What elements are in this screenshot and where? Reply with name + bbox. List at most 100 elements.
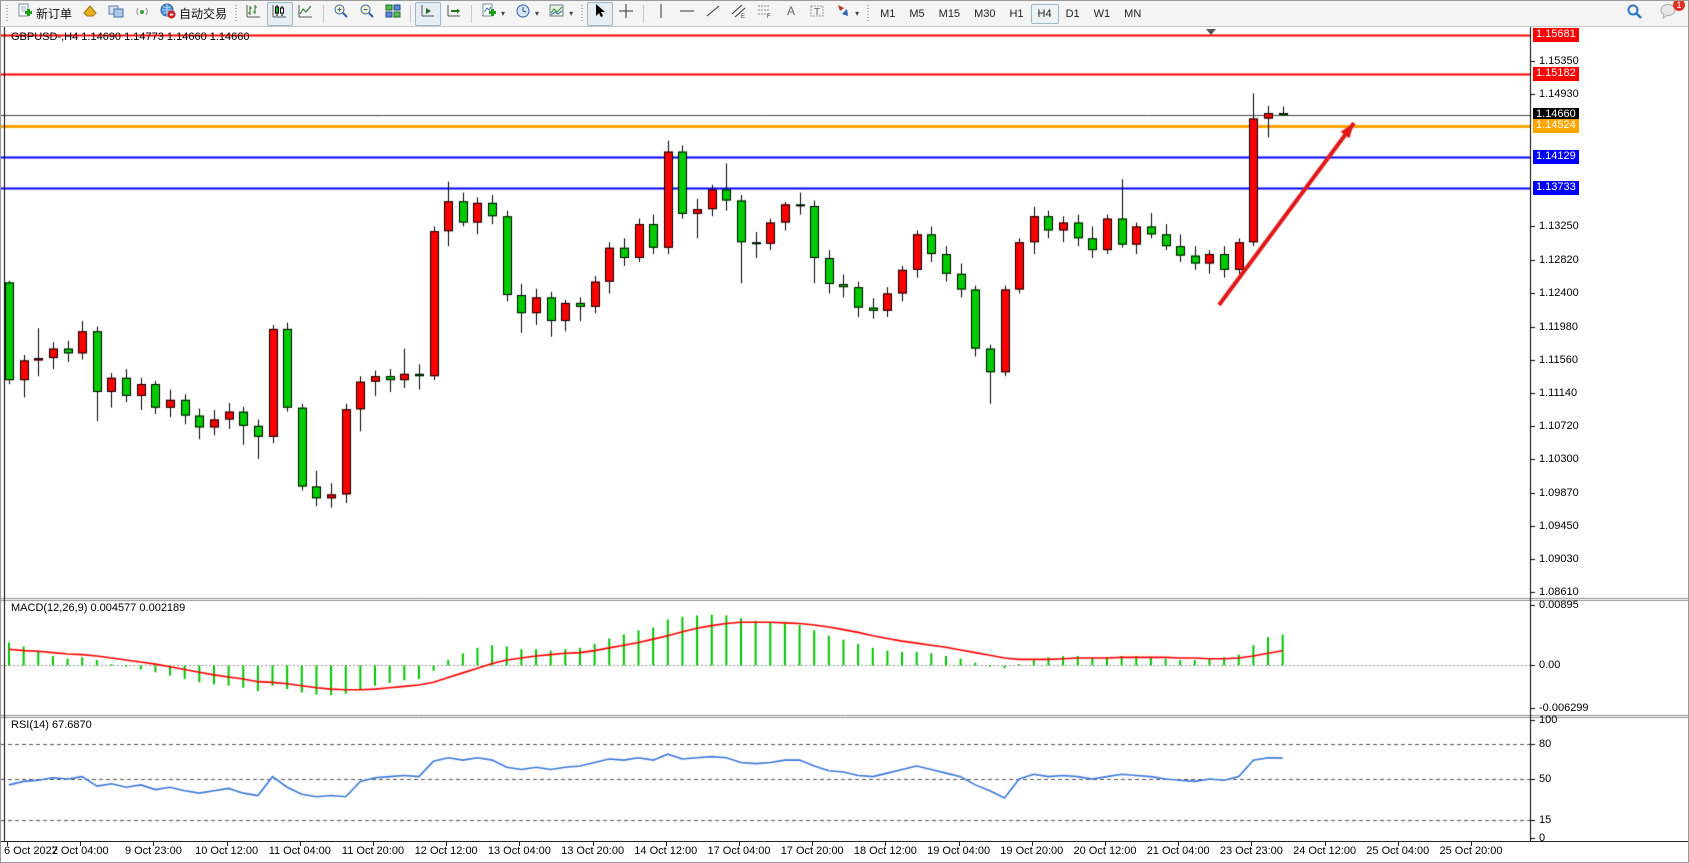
time-label: 17 Oct 20:00	[780, 845, 844, 857]
time-tick	[739, 842, 740, 846]
period-clock-icon	[515, 3, 531, 24]
time-axis[interactable]: 6 Oct 2022 7 Oct 04:00 9 Oct 23:00 10 Oct 1…	[1, 841, 1688, 862]
time-tick	[665, 842, 667, 846]
windows-button[interactable]	[103, 2, 129, 26]
time-label: 17 Oct 04:00	[707, 845, 771, 857]
time-label: 11 Oct 04:00	[268, 845, 331, 857]
time-label: 13 Oct 04:00	[487, 845, 551, 857]
zoom-in-button[interactable]	[328, 2, 354, 26]
notifications-button[interactable]: 1	[1654, 1, 1685, 26]
time-label: 25 Oct 20:00	[1439, 845, 1503, 857]
timeframe-button-D1[interactable]: D1	[1065, 7, 1080, 20]
time-tick	[373, 842, 374, 846]
tile-windows-button[interactable]	[380, 2, 406, 26]
toolbar-grip[interactable]	[866, 4, 872, 23]
time-label: 19 Oct 04:00	[927, 845, 991, 857]
arrows-button[interactable]: ▾	[830, 2, 864, 26]
time-label: 13 Oct 20:00	[561, 845, 625, 857]
time-label: 20 Oct 12:00	[1073, 845, 1137, 857]
new-chart-button[interactable]: ▾	[476, 2, 510, 26]
price-tick-label: 1.10300	[1539, 452, 1579, 465]
svg-text:F: F	[767, 14, 771, 19]
template-button[interactable]: ▾	[544, 2, 578, 26]
rsi-tick-label: 0	[1539, 832, 1546, 844]
chart-bars-icon	[246, 3, 262, 24]
price-tick-label: 1.11560	[1539, 353, 1578, 366]
period-clock-button[interactable]: ▾	[510, 2, 544, 26]
time-tick	[1105, 842, 1106, 846]
shift-chart-icon	[420, 3, 436, 24]
chart-shift-marker[interactable]	[1206, 29, 1216, 35]
crosshair-button[interactable]	[613, 2, 639, 26]
autoscroll-icon	[446, 3, 462, 24]
price-tick-label: 1.15350	[1539, 55, 1579, 67]
time-tick	[7, 842, 8, 846]
timeframe-button-W1[interactable]: W1	[1093, 7, 1111, 20]
text-label-icon: T	[809, 3, 825, 24]
timeframe-button-M1[interactable]: M1	[880, 7, 896, 20]
price-tick-label: 1.09030	[1539, 552, 1579, 565]
new-order-button[interactable]: 新订单	[12, 2, 77, 26]
svg-text:E: E	[741, 14, 745, 19]
autoscroll-button[interactable]	[441, 2, 467, 26]
signal-icon	[134, 3, 150, 24]
search-button[interactable]	[1621, 2, 1648, 26]
toolbar-grip[interactable]	[5, 4, 10, 23]
vline-icon	[653, 3, 669, 24]
shift-chart-button[interactable]	[415, 1, 442, 26]
price-tick-label: 1.09450	[1539, 519, 1579, 532]
cursor-button[interactable]	[587, 1, 614, 26]
hline-button[interactable]	[674, 2, 700, 26]
windows-icon	[108, 3, 124, 24]
time-label: 7 Oct 04:00	[51, 845, 109, 857]
channel-button[interactable]: E	[726, 2, 752, 26]
autotrading-label: 自动交易	[179, 7, 228, 21]
crosshair-icon	[618, 3, 634, 24]
time-tick	[1471, 842, 1472, 846]
trendline-button[interactable]	[700, 2, 726, 26]
time-tick	[592, 842, 594, 846]
timeframe-button-M5[interactable]: M5	[909, 7, 925, 20]
autotrading-button[interactable]: 自动交易	[155, 2, 232, 26]
metaeditor-button[interactable]	[77, 2, 103, 26]
timeframe-button-H4[interactable]: H4	[1030, 3, 1059, 24]
chart-bars-button[interactable]	[241, 2, 267, 26]
price-tick-label: 1.11980	[1539, 320, 1578, 333]
timeframe-button-MN[interactable]: MN	[1124, 7, 1142, 20]
text-button[interactable]: A	[778, 2, 804, 26]
price-badge-1.14129: 1.14129	[1533, 150, 1579, 165]
timeframe-button-M15[interactable]: M15	[938, 7, 961, 20]
timeframe-button-M30[interactable]: M30	[974, 7, 996, 20]
macd-tick-label: 0.00895	[1539, 599, 1579, 611]
toolbar: 新订单 自动交易	[1, 1, 1688, 27]
search-icon	[1626, 3, 1643, 25]
time-tick	[80, 842, 82, 846]
price-tick-label: 1.09870	[1539, 486, 1579, 499]
price-badge-1.14524: 1.14524	[1533, 119, 1579, 134]
fibonacci-button[interactable]: F	[752, 2, 778, 26]
trendline-icon	[705, 3, 721, 24]
chart-candles-icon	[272, 3, 288, 24]
signal-button[interactable]	[129, 2, 155, 26]
chart-candles-button[interactable]	[267, 1, 294, 26]
vline-button[interactable]	[648, 2, 674, 26]
toolbar-grip[interactable]	[234, 4, 240, 23]
timeframe-button-H1[interactable]: H1	[1009, 7, 1024, 20]
price-tick-label: 1.13250	[1539, 220, 1579, 233]
text-label-button[interactable]: T	[804, 2, 830, 26]
time-label: 9 Oct 23:00	[124, 845, 182, 857]
price-tick-label: 1.08610	[1539, 586, 1579, 599]
toolbar-grip[interactable]	[580, 4, 586, 23]
macd-tick-label: 0.00	[1539, 659, 1561, 672]
text-icon: A	[783, 3, 799, 24]
price-axis[interactable]: 1.15350 1.14930 1.13250 1.12820 1.12400 1.119…	[1531, 27, 1688, 844]
new-chart-icon	[481, 3, 497, 24]
time-label: 12 Oct 12:00	[414, 845, 478, 857]
time-label: 21 Oct 04:00	[1146, 845, 1210, 857]
cursor-icon	[592, 3, 608, 24]
time-tick	[1251, 842, 1253, 846]
time-tick	[446, 842, 448, 846]
zoom-out-button[interactable]	[354, 2, 380, 26]
chart-line-button[interactable]	[293, 2, 319, 26]
